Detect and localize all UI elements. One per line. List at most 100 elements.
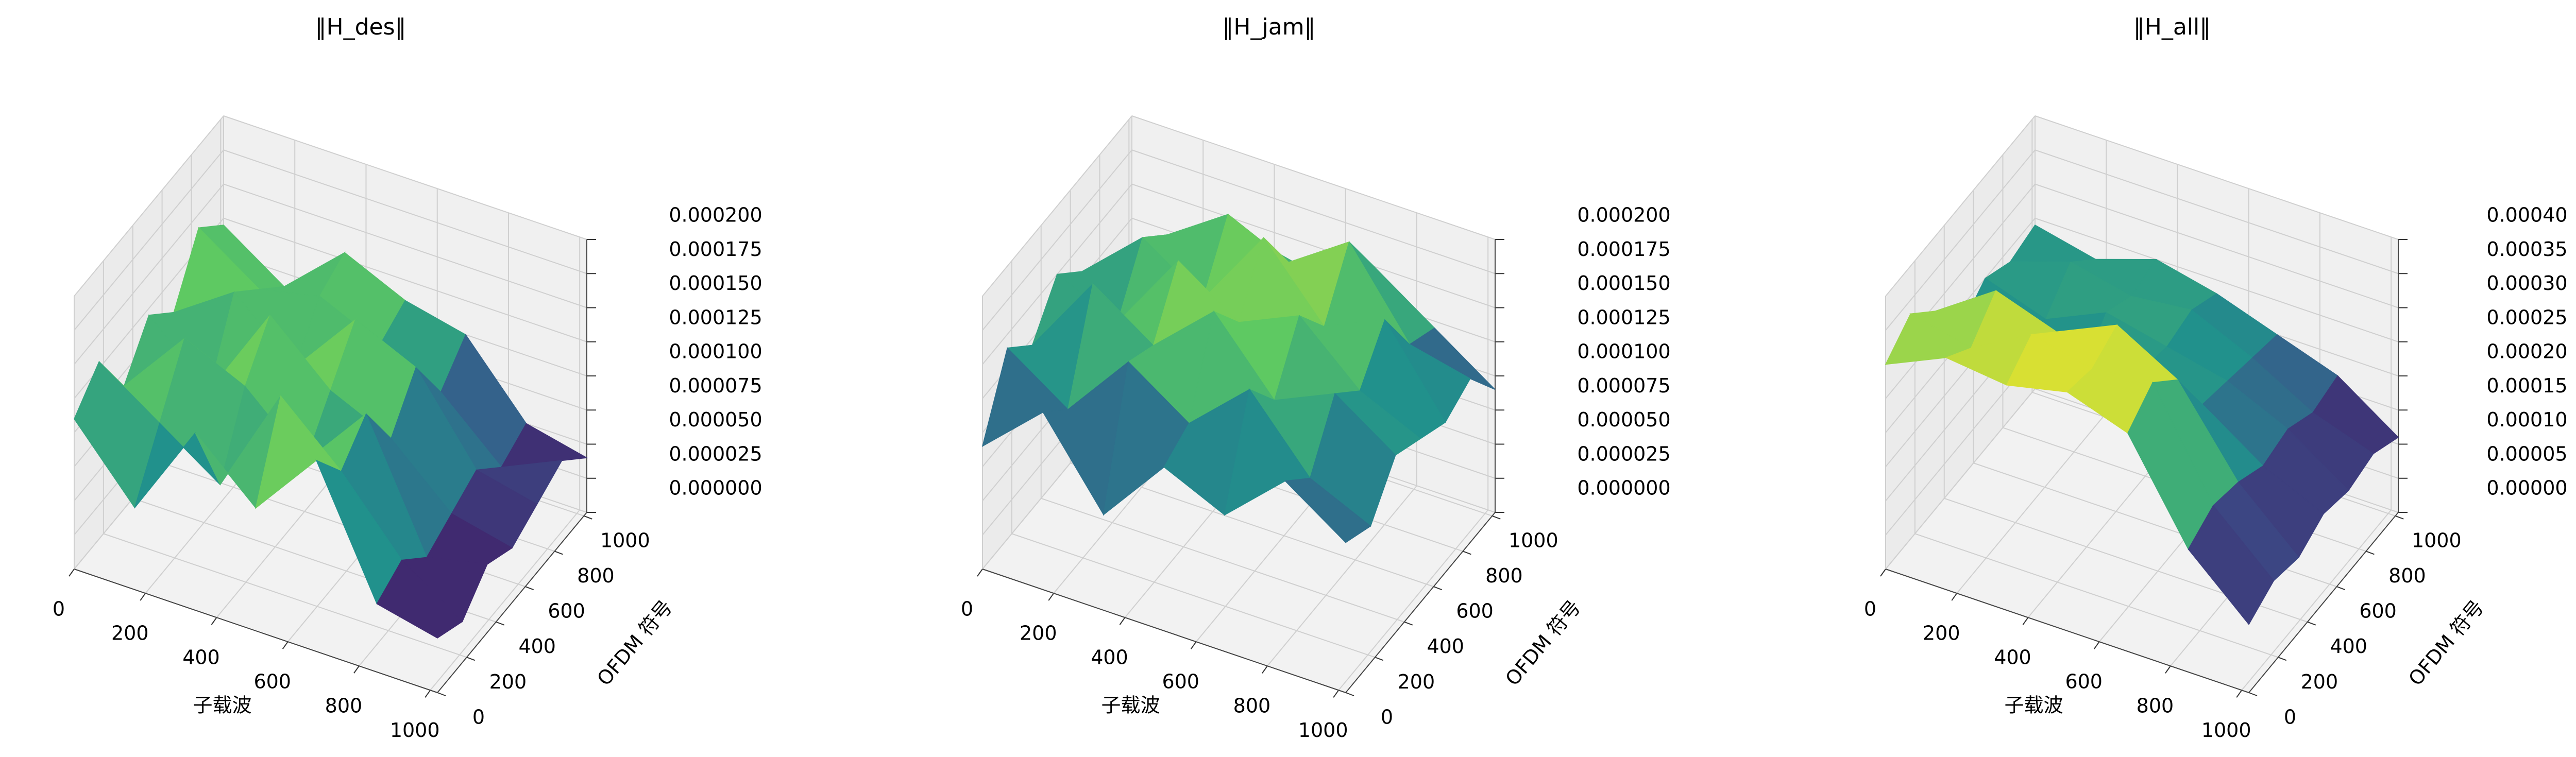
- x-tick-label: 0: [961, 598, 973, 621]
- y-tick-label: 1000: [2412, 529, 2462, 552]
- y-axis-label: OFDM 符号: [592, 596, 676, 690]
- grid-line: [982, 149, 1132, 331]
- tick-mark: [1190, 641, 1197, 649]
- x-tick-label: 400: [1091, 646, 1128, 669]
- grid-line: [1041, 497, 1405, 623]
- y-axis-label: OFDM 符号: [2404, 596, 2488, 690]
- y-tick-label: 400: [1427, 635, 1464, 658]
- tick-mark: [425, 690, 431, 698]
- z-tick-label: 0.000200: [1577, 204, 1670, 227]
- grid-line: [1267, 485, 1417, 666]
- x-tick-label: 800: [325, 695, 363, 717]
- x-tick-label: 600: [2065, 670, 2103, 693]
- y-tick-label: 800: [1485, 564, 1523, 587]
- grid-line: [2035, 217, 2399, 342]
- tick-mark: [1333, 690, 1339, 698]
- z-tick-label: 0.000050: [669, 408, 762, 431]
- z-tick-label: 0.000025: [669, 442, 762, 465]
- x-tick-label: 200: [1020, 622, 1057, 645]
- tick-mark: [2395, 515, 2404, 520]
- subplot: 02004006008001000020040060080010000.0000…: [53, 14, 762, 742]
- subplot: 02004006008001000020040060080010000.0000…: [961, 14, 1671, 742]
- x-axis-label: 子载波: [193, 694, 251, 717]
- z-tick-label: 0.00010: [2486, 408, 2567, 431]
- y-tick-label: 1000: [600, 529, 650, 552]
- tick-mark: [1880, 569, 1886, 577]
- z-tick-label: 0.000025: [1577, 442, 1670, 465]
- z-tick-label: 0.000175: [669, 238, 762, 261]
- z-tick-label: 0.000125: [1577, 306, 1670, 329]
- z-tick-label: 0.000175: [1577, 238, 1670, 261]
- grid-line: [223, 217, 587, 342]
- tick-mark: [1404, 621, 1413, 626]
- z-tick-label: 0.00040: [2486, 204, 2567, 227]
- y-axis-line: [2248, 512, 2399, 693]
- grid-line: [2035, 149, 2399, 274]
- z-tick-label: 0.000100: [1577, 340, 1670, 363]
- grid-line: [1885, 115, 2036, 297]
- tick-mark: [2307, 621, 2316, 626]
- grid-line: [2241, 509, 2392, 691]
- y-tick-label: 600: [2359, 600, 2397, 623]
- z-tick-label: 0.000000: [1577, 477, 1670, 500]
- z-tick-label: 0.00035: [2486, 238, 2567, 261]
- y-tick-label: 0: [2284, 706, 2296, 729]
- chart-title: ‖H_des‖: [315, 14, 406, 40]
- x-tick-label: 200: [111, 622, 149, 645]
- y-tick-label: 200: [1398, 670, 1435, 693]
- tick-mark: [69, 569, 75, 577]
- grid-line: [74, 183, 224, 365]
- z-tick-label: 0.000075: [669, 374, 762, 397]
- tick-mark: [525, 586, 534, 591]
- y-tick-label: 800: [577, 564, 615, 587]
- tick-mark: [2336, 586, 2345, 591]
- tick-mark: [977, 569, 983, 577]
- y-tick-label: 800: [2388, 564, 2426, 587]
- tick-mark: [466, 657, 476, 661]
- tick-mark: [353, 665, 360, 674]
- y-tick-label: 200: [489, 670, 527, 693]
- tick-mark: [2093, 641, 2100, 649]
- tick-mark: [1048, 593, 1055, 601]
- grid-line: [430, 509, 580, 691]
- grid-line: [223, 115, 587, 240]
- z-tick-label: 0.00000: [2486, 477, 2567, 500]
- x-tick-label: 1000: [390, 719, 440, 742]
- grid-line: [1131, 149, 1496, 274]
- tick-mark: [1433, 586, 1442, 591]
- tick-mark: [1119, 617, 1126, 625]
- surface-patch: [376, 559, 463, 639]
- y-tick-label: 200: [2301, 670, 2338, 693]
- z-tick-label: 0.000125: [669, 306, 762, 329]
- x-tick-label: 1000: [1298, 719, 1348, 742]
- x-tick-label: 0: [1864, 598, 1876, 621]
- tick-mark: [496, 621, 505, 626]
- z-tick-label: 0.00005: [2486, 442, 2567, 465]
- z-tick-label: 0.00015: [2486, 374, 2567, 397]
- z-tick-label: 0.000050: [1577, 408, 1670, 431]
- tick-mark: [1375, 657, 1384, 661]
- grid-line: [223, 149, 587, 274]
- grid-line: [74, 115, 224, 297]
- z-tick-label: 0.00025: [2486, 306, 2567, 329]
- subplot: 02004006008001000020040060080010000.0000…: [1864, 14, 2568, 742]
- grid-line: [2035, 183, 2399, 308]
- grid-line: [1885, 388, 2036, 570]
- z-tick-label: 0.000100: [669, 340, 762, 363]
- tick-mark: [2165, 665, 2171, 674]
- grid-line: [2035, 115, 2399, 240]
- z-tick-label: 0.000150: [1577, 272, 1670, 295]
- grid-line: [1338, 509, 1488, 691]
- y-axis-label: OFDM 符号: [1501, 596, 1585, 690]
- tick-mark: [2022, 617, 2029, 625]
- x-tick-label: 1000: [2201, 719, 2251, 742]
- x-axis-label: 子载波: [2004, 694, 2063, 717]
- tick-mark: [2366, 550, 2375, 555]
- x-axis-line: [74, 569, 438, 693]
- tick-mark: [583, 515, 592, 520]
- grid-line: [223, 183, 587, 308]
- y-tick-label: 600: [1456, 600, 1494, 623]
- x-tick-label: 800: [1233, 695, 1271, 717]
- y-tick-label: 400: [518, 635, 556, 658]
